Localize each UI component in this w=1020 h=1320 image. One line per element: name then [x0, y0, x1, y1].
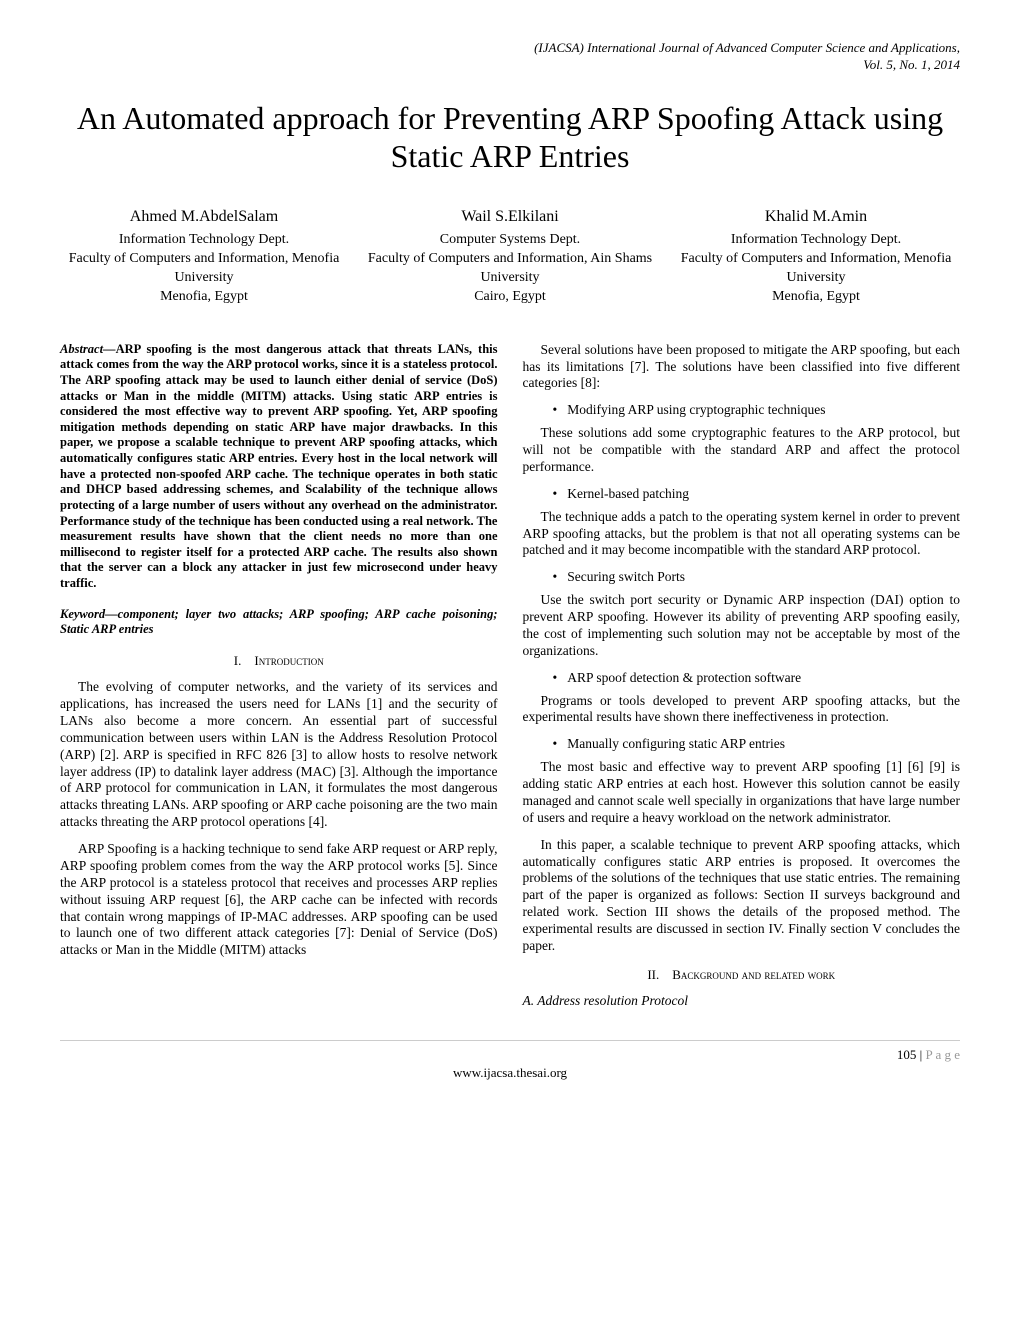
abstract-block: Abstract—ARP spoofing is the most danger…	[60, 342, 498, 592]
bullet-text: ARP spoof detection & protection softwar…	[567, 670, 801, 687]
page-label: P a g e	[925, 1047, 960, 1062]
section-num: I.	[234, 653, 242, 668]
bullet-4: • ARP spoof detection & protection softw…	[553, 670, 961, 687]
paper-organization: In this paper, a scalable technique to p…	[523, 837, 961, 955]
right-column: Several solutions have been proposed to …	[523, 342, 961, 1010]
author-name: Wail S.Elkilani	[366, 206, 654, 228]
subsection-a: A. Address resolution Protocol	[523, 993, 961, 1010]
author-name: Ahmed M.AbdelSalam	[60, 206, 348, 228]
paper-title: An Automated approach for Preventing ARP…	[60, 99, 960, 176]
bullet-icon: •	[553, 670, 558, 687]
page-number: 105 | P a g e	[60, 1047, 960, 1063]
author-faculty: Faculty of Computers and Information, Me…	[672, 250, 960, 288]
author-name: Khalid M.Amin	[672, 206, 960, 228]
journal-line1: (IJACSA) International Journal of Advanc…	[60, 40, 960, 57]
bullet-icon: •	[553, 569, 558, 586]
bullet-icon: •	[553, 402, 558, 419]
author-dept: Information Technology Dept.	[60, 231, 348, 250]
authors-row: Ahmed M.AbdelSalam Information Technolog…	[60, 206, 960, 307]
section-title: Background and related work	[672, 967, 835, 982]
section-2-heading: II. Background and related work	[523, 967, 961, 983]
bullet-4-desc: Programs or tools developed to prevent A…	[523, 693, 961, 727]
bullet-text: Securing switch Ports	[567, 569, 685, 586]
left-column: Abstract—ARP spoofing is the most danger…	[60, 342, 498, 1010]
author-block-1: Ahmed M.AbdelSalam Information Technolog…	[60, 206, 348, 307]
page-num-value: 105 |	[897, 1047, 926, 1062]
bullet-2: • Kernel-based patching	[553, 486, 961, 503]
intro-p1: The evolving of computer networks, and t…	[60, 679, 498, 831]
author-faculty: Faculty of Computers and Information, Me…	[60, 250, 348, 288]
bullet-2-desc: The technique adds a patch to the operat…	[523, 509, 961, 560]
bullet-icon: •	[553, 486, 558, 503]
section-1-heading: I. Introduction	[60, 653, 498, 669]
author-dept: Computer Systems Dept.	[366, 231, 654, 250]
author-faculty: Faculty of Computers and Information, Ai…	[366, 250, 654, 288]
bullet-5-desc: The most basic and effective way to prev…	[523, 759, 961, 827]
keywords-label: Keyword—	[60, 607, 118, 621]
journal-header: (IJACSA) International Journal of Advanc…	[60, 40, 960, 74]
author-block-2: Wail S.Elkilani Computer Systems Dept. F…	[366, 206, 654, 307]
bullet-text: Kernel-based patching	[567, 486, 689, 503]
journal-line2: Vol. 5, No. 1, 2014	[60, 57, 960, 74]
bullet-3-desc: Use the switch port security or Dynamic …	[523, 592, 961, 660]
bullet-icon: •	[553, 736, 558, 753]
abstract-label: Abstract—	[60, 342, 116, 356]
intro-p2: ARP Spoofing is a hacking technique to s…	[60, 841, 498, 959]
bullet-text: Modifying ARP using cryptographic techni…	[567, 402, 825, 419]
author-block-3: Khalid M.Amin Information Technology Dep…	[672, 206, 960, 307]
bullet-1-desc: These solutions add some cryptographic f…	[523, 425, 961, 476]
bullet-3: • Securing switch Ports	[553, 569, 961, 586]
keywords-block: Keyword—component; layer two attacks; AR…	[60, 607, 498, 638]
author-location: Cairo, Egypt	[366, 288, 654, 307]
bullet-5: • Manually configuring static ARP entrie…	[553, 736, 961, 753]
author-location: Menofia, Egypt	[672, 288, 960, 307]
section-num: II.	[647, 967, 659, 982]
solutions-intro: Several solutions have been proposed to …	[523, 342, 961, 393]
keywords-text: component; layer two attacks; ARP spoofi…	[60, 607, 498, 637]
author-location: Menofia, Egypt	[60, 288, 348, 307]
author-dept: Information Technology Dept.	[672, 231, 960, 250]
page-footer: 105 | P a g e www.ijacsa.thesai.org	[60, 1040, 960, 1081]
two-column-body: Abstract—ARP spoofing is the most danger…	[60, 342, 960, 1010]
bullet-1: • Modifying ARP using cryptographic tech…	[553, 402, 961, 419]
footer-url: www.ijacsa.thesai.org	[60, 1065, 960, 1081]
abstract-text: ARP spoofing is the most dangerous attac…	[60, 342, 498, 590]
section-title: Introduction	[254, 653, 323, 668]
bullet-text: Manually configuring static ARP entries	[567, 736, 785, 753]
